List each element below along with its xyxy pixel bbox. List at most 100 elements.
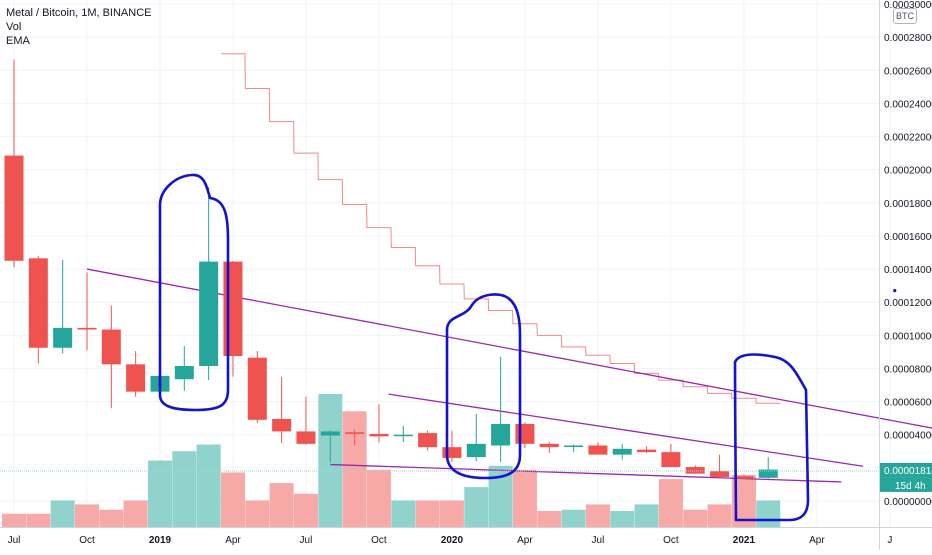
volume-bar (488, 465, 513, 527)
time-tick-label: J (887, 535, 892, 546)
price-tick-label: 0.00026000 (884, 66, 932, 77)
time-tick-label: Oct (371, 535, 387, 546)
countdown-tag (880, 477, 932, 492)
candle-body (4, 155, 24, 261)
volume-bar (74, 504, 99, 527)
wedge-bottom (330, 463, 842, 483)
volume-bar (293, 493, 318, 527)
annotation-ellipse (158, 173, 230, 412)
volume-bar (342, 411, 367, 527)
time-tick-label: Apr (517, 535, 533, 546)
candle-body (28, 258, 48, 348)
ema-indicator-label[interactable]: EMA (6, 35, 30, 47)
candle-body (564, 445, 584, 448)
currency-badge[interactable]: BTC (893, 8, 917, 24)
candle-body (345, 432, 365, 434)
volume-bar (585, 504, 610, 527)
price-tick-label: 0.00016000 (884, 232, 932, 243)
price-tick-label: 0.00030000 (884, 0, 932, 11)
ema-line (220, 53, 781, 404)
volume-bar (512, 469, 537, 527)
volume-bar (391, 500, 416, 527)
time-tick-label: 2019 (149, 535, 172, 546)
candle-body (685, 467, 705, 474)
candle-body (710, 471, 730, 477)
wedge-top (388, 393, 864, 467)
last-price-tag (880, 462, 932, 478)
volume-bar (610, 511, 635, 527)
candle-body (539, 443, 559, 448)
volume-bar (50, 500, 75, 527)
price-tick-label: 0.00028000 (884, 33, 932, 44)
price-tick-label: 0.00006000 (884, 398, 932, 409)
price-tick-label: 0.00012000 (884, 298, 932, 309)
candle-body (223, 261, 243, 357)
annotation-dot (893, 289, 897, 293)
volume-bar (172, 451, 197, 527)
volume-bar (2, 513, 26, 527)
candle-body (466, 443, 486, 458)
volume-bar (269, 483, 294, 527)
volume-indicator-label[interactable]: Vol (6, 21, 22, 33)
candle-body (637, 449, 657, 453)
price-tick-label: 0.00024000 (884, 99, 932, 110)
chart-legend: Metal / Bitcoin, 1M, BINANCE Vol EMA (6, 6, 152, 48)
price-tick-label: 0.00000000 (884, 497, 932, 508)
volume-bar (26, 513, 51, 527)
time-tick-label: Apr (809, 535, 825, 546)
candle-body (53, 327, 73, 348)
candle-body (418, 433, 438, 448)
price-tick-label: 0.00014000 (884, 265, 932, 276)
price-tick-label: 0.00020000 (884, 166, 932, 177)
price-tick-label: 0.00004000 (884, 431, 932, 442)
volume-bar (537, 511, 562, 527)
volume-bar (196, 444, 221, 527)
time-tick-label: Apr (225, 535, 241, 546)
candle-body (515, 423, 535, 444)
volume-bar (123, 500, 148, 527)
candle-body (174, 365, 194, 380)
candle-body (661, 452, 681, 468)
candle-body (491, 423, 511, 446)
candle-body (734, 476, 754, 479)
volume-bar (147, 460, 172, 527)
time-tick-label: Oct (79, 535, 95, 546)
time-tick-label: 2021 (733, 535, 756, 546)
annotation-ellipse (445, 293, 522, 480)
candle-body (369, 433, 389, 437)
annotation-ellipse (733, 353, 810, 522)
volume-bar (366, 469, 391, 527)
last-price-value: 0.00001814 (884, 466, 932, 477)
time-tick-label: 2020 (441, 535, 464, 546)
candle-body (393, 434, 413, 437)
price-tick-label: 0.00010000 (884, 331, 932, 342)
price-tick-label: 0.00018000 (884, 199, 932, 210)
volume-bar (658, 479, 683, 527)
symbol-title[interactable]: Metal / Bitcoin, 1M, BINANCE (6, 7, 152, 19)
time-tick-label: Jul (8, 535, 21, 546)
volume-bar (99, 509, 124, 527)
volume-bar (439, 500, 464, 527)
candle-body (320, 431, 340, 436)
candle-body (101, 329, 121, 365)
volume-bar (415, 500, 440, 527)
time-tick-label: Jul (300, 535, 313, 546)
time-tick-label: Jul (592, 535, 605, 546)
volume-bar (464, 487, 489, 527)
volume-bar (756, 500, 781, 527)
volume-bar (634, 504, 659, 527)
volume-bar (220, 472, 245, 527)
volume-bar (683, 509, 708, 527)
candle-body (272, 418, 292, 432)
volume-bar (245, 500, 270, 527)
candle-body (126, 364, 146, 392)
candle-body (612, 448, 632, 455)
candle-body (199, 261, 219, 366)
price-tick-label: 0.00022000 (884, 133, 932, 144)
price-tick-label: 0.00008000 (884, 364, 932, 375)
candle-body (296, 431, 316, 444)
candle-body (442, 447, 462, 458)
volume-bar (561, 509, 586, 527)
